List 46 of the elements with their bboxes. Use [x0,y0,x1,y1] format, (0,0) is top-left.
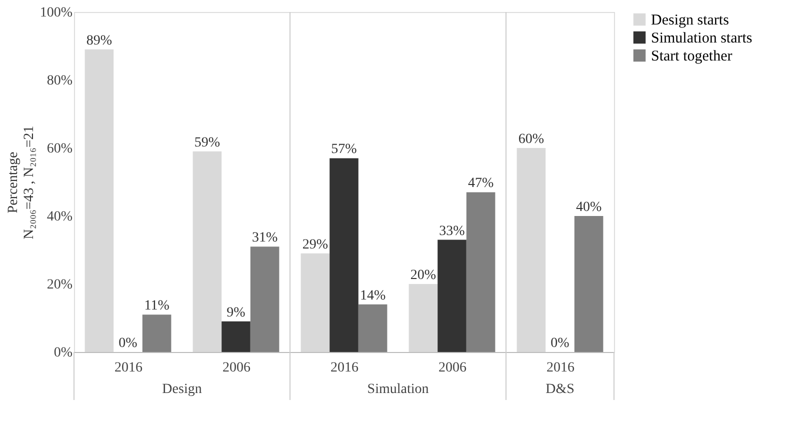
bar [222,321,250,352]
data-label: 9% [226,305,246,320]
data-label: 29% [302,237,328,252]
data-label: 59% [194,135,220,150]
y-axis-title: Percentage N₂₀₀₆=43 , N₂₀₁₆=21 [6,126,37,240]
x-tick-label: 2016 [330,360,358,376]
text: Simulation [367,382,429,397]
data-label: 60% [518,132,544,147]
x-tick-label: 2016 [546,360,574,376]
data-label: 89% [86,33,112,48]
y-tick-label: 0% [54,346,73,360]
y-tick-label: 80% [46,74,73,88]
legend-label: Simulation starts [651,30,752,46]
bar [300,253,330,352]
bar [330,158,358,352]
data-label: 33% [439,224,466,239]
bar [142,314,172,352]
y-tick-label: 20% [46,278,73,292]
y-tick-label: 100% [40,6,73,20]
bar [192,151,222,352]
y-tick-label: 60% [46,142,73,156]
bar [358,304,388,352]
text: Design [162,382,202,397]
x-tick-label: 2006 [222,360,250,376]
data-label: 0% [118,336,138,351]
bar [466,192,496,352]
text: D&S [546,382,574,397]
data-label: 40% [576,200,602,215]
legend-label: Start together [651,48,732,64]
data-label: 14% [360,288,386,304]
x-tick-label: 2016 [114,360,142,376]
data-label: 57% [331,142,358,158]
data-label: 11% [144,298,170,314]
legend-label: Design starts [651,12,730,28]
data-label: 0% [550,336,570,351]
bar [574,216,604,352]
bar [84,49,114,352]
y-tick-label: 40% [46,210,73,224]
bar [250,246,280,352]
bar [438,240,466,352]
bar [516,148,546,352]
data-label: 47% [468,176,494,192]
data-label: 20% [410,268,436,283]
x-tick-label: 2006 [438,360,466,376]
bar [408,284,438,352]
data-label: 31% [252,230,278,246]
